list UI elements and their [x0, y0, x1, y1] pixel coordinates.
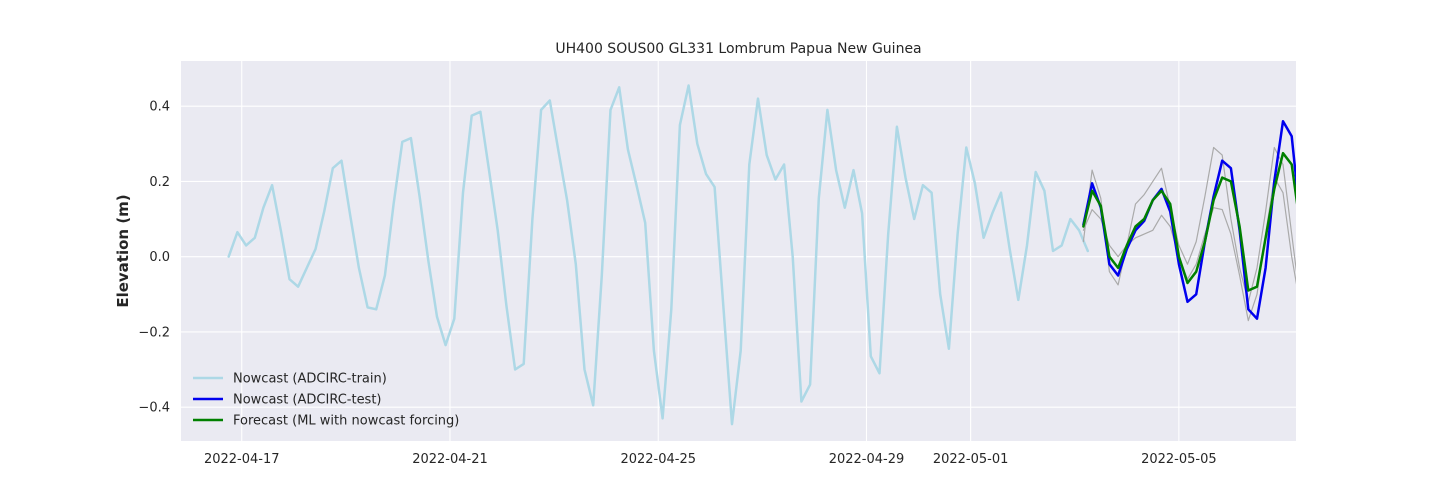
y-tick-label: 0.0: [149, 250, 170, 265]
series-line-4: [1082, 151, 1296, 292]
chart-title: UH400 SOUS00 GL331 Lombrum Papua New Gui…: [555, 41, 921, 57]
legend-label: Forecast (ML with nowcast forcing): [233, 414, 459, 429]
x-axis: 2022-04-17 2022-04-21 2022-04-25 2022-04-29…: [204, 452, 1217, 467]
series-line-0: [227, 84, 1090, 426]
legend-label: Nowcast (ADCIRC-train): [233, 372, 387, 387]
x-tick-label: 2022-05-05: [1141, 452, 1217, 467]
y-tick-label: −0.4: [138, 401, 170, 416]
x-tick-label: 2022-04-25: [620, 452, 696, 467]
x-tick-label: 2022-04-17: [204, 452, 280, 467]
series-line-2: [1082, 177, 1296, 322]
series-layer: [227, 84, 1296, 426]
x-tick-label: 2022-04-21: [412, 452, 488, 467]
y-axis-label: Elevation (m): [114, 194, 132, 307]
y-tick-label: 0.2: [149, 175, 170, 190]
y-tick-label: −0.2: [138, 325, 170, 340]
x-tick-label: 2022-04-29: [829, 452, 905, 467]
y-axis: −0.4 −0.2 0.0 0.2 0.4: [138, 100, 170, 416]
y-tick-label: 0.4: [149, 100, 170, 115]
legend-label: Nowcast (ADCIRC-test): [233, 393, 382, 408]
legend: Nowcast (ADCIRC-train) Nowcast (ADCIRC-te…: [193, 372, 459, 429]
series-line-1: [1082, 146, 1296, 303]
plot-area: [181, 61, 1296, 441]
x-tick-label: 2022-05-01: [933, 452, 1009, 467]
